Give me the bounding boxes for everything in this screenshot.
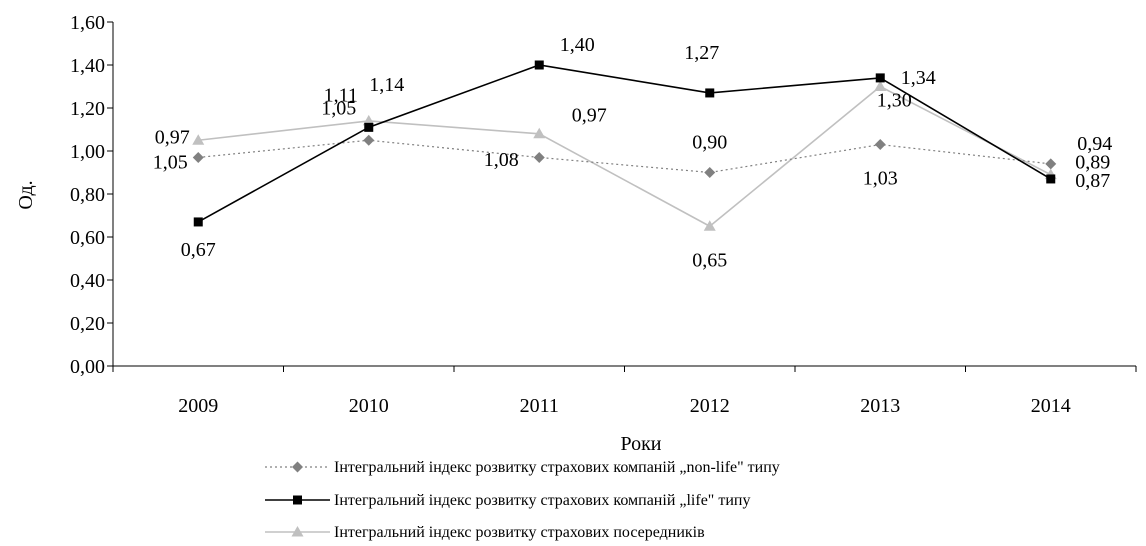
legend-entry-label: Інтегральний індекс розвитку страхових к… (334, 459, 780, 476)
y-tick-label: 0,80 (70, 184, 105, 206)
data-label: 0,94 (1077, 133, 1112, 155)
data-label: 1,40 (560, 34, 595, 56)
series-1-point (364, 122, 374, 132)
series-0-point (874, 139, 886, 151)
series-2-point (874, 80, 887, 91)
legend-marker-2 (291, 526, 304, 537)
legend-entry-label: Інтегральний індекс розвитку страхових к… (334, 492, 750, 509)
data-label: 0,89 (1075, 152, 1110, 174)
series-0-point (192, 151, 204, 163)
x-tick-label: 2009 (178, 395, 218, 417)
data-label: 1,08 (484, 149, 519, 171)
data-label: 1,05 (153, 151, 188, 173)
y-tick-label: 1,20 (70, 98, 105, 120)
y-tick-label: 0,40 (70, 270, 105, 292)
y-tick-label: 1,00 (70, 141, 105, 163)
y-axis-title: Од. (15, 180, 37, 209)
series-line-0 (198, 139, 1051, 174)
data-label: 1,34 (901, 67, 936, 89)
series-1-point (875, 73, 885, 83)
series-1-point (1046, 174, 1056, 184)
data-label: 1,14 (369, 74, 404, 96)
series-0-point (1045, 158, 1057, 170)
data-label: 1,30 (877, 90, 912, 112)
data-label: 0,65 (692, 249, 727, 271)
series-2-point (192, 134, 205, 145)
legend-marker-1 (293, 495, 302, 505)
axes: 0,00 0,20 0,40 0,60 0,80 1,00 1,20 1,40 1,60 2009… (70, 12, 1137, 417)
series-0-point (363, 134, 375, 146)
data-label: 0,97 (155, 126, 190, 148)
data-label: 1,27 (684, 42, 719, 64)
y-tick-label: 0,00 (70, 356, 105, 378)
series-line-2 (198, 85, 1052, 228)
x-tick-label: 2013 (860, 395, 900, 417)
x-tick-label: 2011 (520, 395, 559, 417)
series-2-point (362, 114, 375, 126)
series-2-point (703, 220, 716, 231)
data-labels: 0,97 1,05 0,97 0,90 1,03 0,94 0,67 1,11 1,40 1,27… (153, 34, 1113, 271)
data-label: 0,90 (692, 132, 727, 154)
series-line-1 (197, 64, 1052, 223)
data-label: 1,11 (324, 84, 358, 106)
series-0-point (704, 167, 716, 178)
legend-marker-0 (292, 461, 303, 473)
series-1-point (193, 217, 203, 227)
x-tick-label: 2012 (690, 395, 730, 417)
y-tick-label: 0,60 (70, 227, 105, 249)
y-tick-label: 1,40 (70, 55, 105, 77)
series-0-point (533, 151, 545, 163)
x-axis-title: Роки (620, 433, 661, 455)
data-label: 1,03 (863, 168, 898, 190)
data-label: 0,97 (572, 104, 607, 126)
series-2-point (533, 127, 546, 139)
x-tick-label: 2010 (349, 395, 389, 417)
series-1-point (705, 88, 715, 98)
data-label: 1,05 (321, 97, 356, 119)
series-group (192, 60, 1057, 231)
data-label: 0,87 (1075, 170, 1110, 192)
y-tick-label: 1,60 (70, 12, 105, 34)
legend-entry-label: Інтегральний індекс розвитку страхових п… (334, 524, 705, 541)
series-1-point (534, 60, 544, 70)
data-label: 0,67 (181, 239, 216, 261)
x-tick-label: 2014 (1031, 395, 1071, 417)
legend: Інтегральний індекс розвитку страхових к… (265, 459, 780, 541)
y-tick-label: 0,20 (70, 313, 105, 335)
